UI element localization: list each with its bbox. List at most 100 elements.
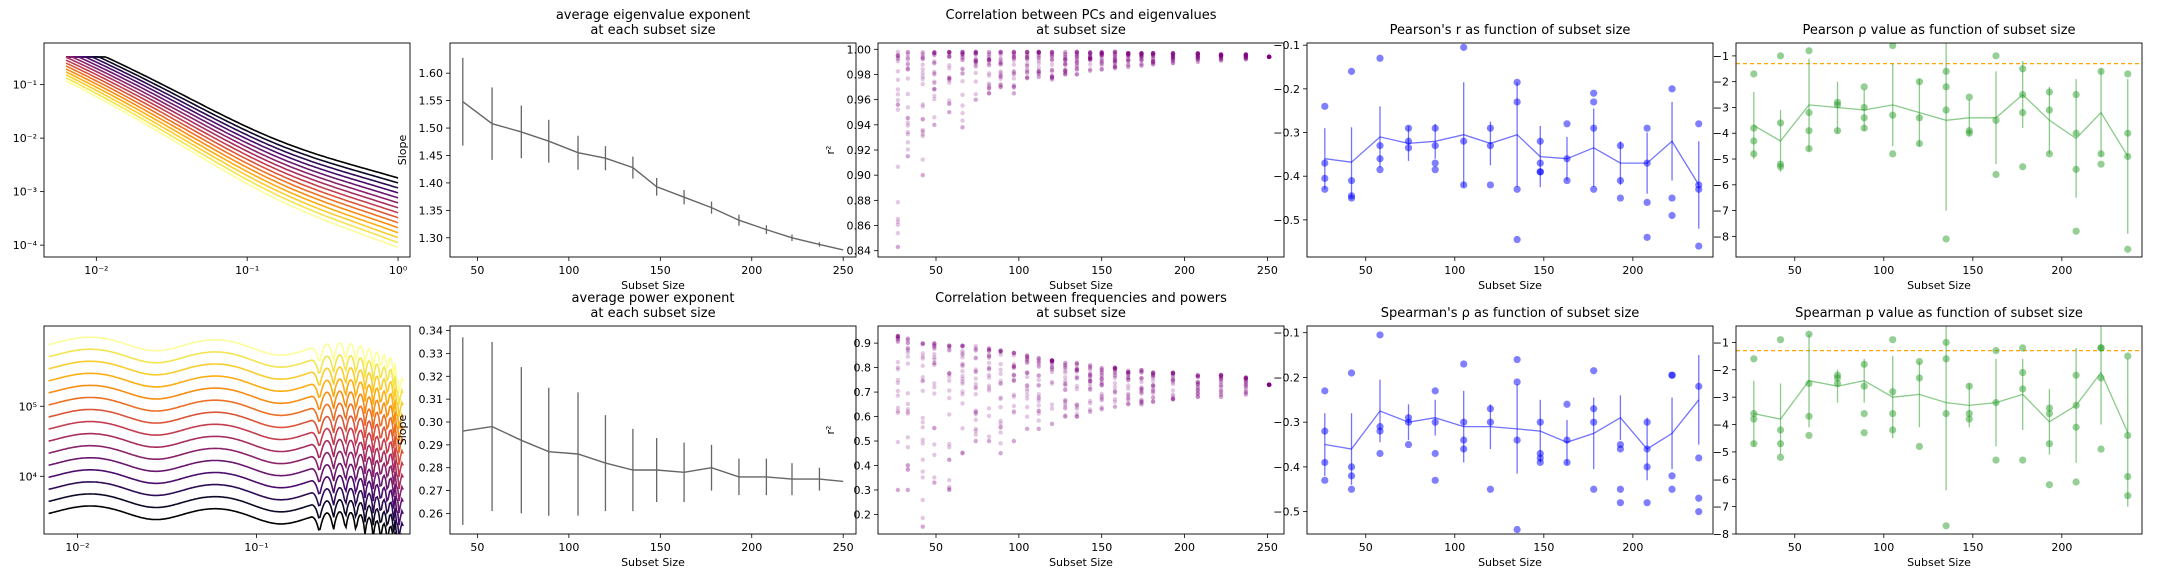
scatter-point [895, 59, 901, 64]
scatter-point [973, 369, 978, 374]
scatter-point [1063, 51, 1068, 57]
scatter-point [920, 341, 925, 346]
scatter-point [1074, 50, 1080, 55]
scatter-point [1150, 395, 1156, 401]
scatter-point [932, 61, 937, 66]
scatter-point [1150, 372, 1156, 377]
scatter-point [998, 51, 1003, 56]
scatter-point [1170, 376, 1176, 381]
scatter-point [1126, 376, 1131, 381]
scatter-point [960, 118, 965, 123]
scatter-point [1087, 57, 1093, 62]
scatter-point [1036, 418, 1041, 423]
scatter-point [1112, 396, 1118, 402]
scatter-point [1195, 53, 1201, 59]
scatter-point [1150, 370, 1156, 376]
scatter-point [1266, 54, 1272, 60]
scatter-point [998, 395, 1003, 400]
scatter-point [2124, 352, 2132, 360]
scatter-point [920, 425, 925, 430]
scatter-point [973, 385, 978, 390]
scatter-point [1087, 378, 1093, 384]
scatter-point [1099, 370, 1104, 375]
scatter-point [960, 351, 965, 356]
scatter-point [1266, 54, 1272, 60]
scatter-point [1195, 388, 1201, 393]
scatter-point [998, 424, 1003, 430]
y-tick-label: 0.8 [854, 362, 872, 375]
scatter-point [973, 408, 978, 413]
scatter-point [947, 49, 952, 55]
y-tick-label: −3 [1713, 391, 1729, 404]
scatter-point [1024, 75, 1030, 80]
scatter-point [947, 110, 952, 115]
scatter-point [1112, 64, 1118, 70]
scatter-point [1049, 74, 1055, 79]
scatter-point [1112, 60, 1118, 65]
scatter-point [1170, 54, 1176, 60]
scatter-point [905, 340, 911, 346]
y-tick-label: −5 [1713, 446, 1729, 459]
scatter-point [905, 154, 911, 159]
scatter-point [920, 132, 925, 137]
scatter-point [1036, 69, 1041, 74]
scatter-point [1668, 211, 1676, 220]
scatter-point [1049, 67, 1055, 73]
scatter-point [1243, 375, 1249, 380]
scatter-point [1195, 54, 1201, 59]
scatter-point [895, 339, 901, 344]
scatter-point [895, 439, 901, 445]
scatter-point [998, 49, 1003, 55]
scatter-point [895, 487, 901, 493]
scatter-point [986, 367, 992, 372]
scatter-point [973, 50, 978, 55]
scatter-point [1063, 413, 1068, 418]
scatter-point [973, 51, 978, 56]
x-tick-label: 50 [470, 264, 484, 277]
scatter-point [1074, 58, 1080, 63]
scatter-point [932, 391, 937, 396]
scatter-point [1195, 56, 1201, 62]
scatter-point [1011, 353, 1017, 358]
scatter-point [895, 405, 901, 411]
y-tick-label: −2 [1713, 364, 1729, 377]
x-tick-label: 200 [741, 541, 762, 554]
scatter-point [960, 70, 965, 76]
scatter-point [1266, 382, 1272, 387]
scatter-point [973, 432, 978, 437]
scatter-point [1087, 371, 1093, 376]
scatter-point [1063, 54, 1068, 60]
x-tick-label: 100 [1008, 264, 1029, 277]
scatter-point [1218, 373, 1224, 379]
scatter-point [1431, 387, 1439, 395]
scatter-point [1170, 370, 1176, 375]
scatter-point [1404, 440, 1413, 449]
scatter-point [1218, 392, 1224, 398]
y-tick-label: −8 [1713, 528, 1729, 541]
series-line [65, 59, 399, 214]
scatter-point [1150, 394, 1156, 400]
scatter-point [1036, 49, 1041, 55]
scatter-point [1087, 50, 1093, 55]
scatter-point [905, 49, 911, 55]
scatter-point [1099, 405, 1104, 410]
scatter-point [1243, 52, 1249, 57]
scatter-point [1695, 508, 1703, 516]
scatter-point [1139, 62, 1144, 67]
scatter-point [1243, 377, 1249, 382]
scatter-point [1243, 376, 1249, 381]
scatter-point [1036, 49, 1041, 55]
scatter-point [986, 345, 992, 351]
chart-title: Pearson's r as function of subset size [1390, 23, 1631, 38]
scatter-point [1195, 59, 1201, 65]
scatter-point [1139, 385, 1144, 390]
scatter-point [1011, 72, 1017, 77]
scatter-point [1024, 49, 1030, 55]
scatter-point [1087, 387, 1093, 393]
scatter-point [1195, 381, 1201, 386]
scatter-point [905, 140, 911, 145]
scatter-point [1074, 367, 1080, 373]
scatter-point [1266, 54, 1272, 60]
scatter-point [1011, 365, 1017, 370]
scatter-point [1150, 383, 1156, 388]
